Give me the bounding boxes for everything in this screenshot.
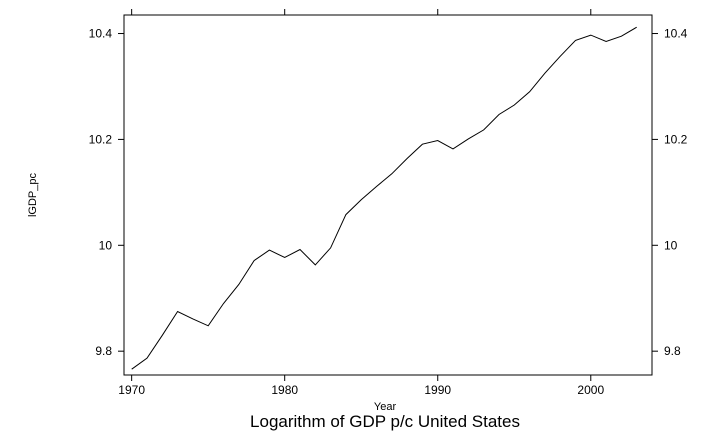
y-tick-label-right: 10 (664, 238, 678, 252)
y-tick-label-left: 10.2 (89, 132, 113, 146)
x-tick-label: 1990 (424, 383, 451, 397)
y-axis-label: lGDP_pc (27, 172, 39, 217)
y-tick-label-left: 9.8 (95, 344, 112, 358)
tick-marks (118, 9, 658, 381)
y-tick-label-left: 10 (99, 238, 113, 252)
tick-labels: 1970 1980 1990 2000 9.8 9.8 10 10 10.2 10.2 10.4 10… (89, 27, 688, 397)
y-tick-label-right: 10.2 (664, 132, 688, 146)
x-axis-label: Year (374, 401, 397, 413)
plot-frame (123, 14, 653, 376)
x-tick-label: 1980 (271, 383, 298, 397)
y-tick-label-right: 10.4 (664, 27, 688, 41)
x-tick-label: 1970 (118, 383, 145, 397)
y-tick-label-right: 9.8 (664, 344, 681, 358)
series-line (131, 26, 637, 370)
x-tick-label: 2000 (577, 383, 604, 397)
chart-title: Logarithm of GDP p/c United States (250, 412, 520, 431)
y-tick-label-left: 10.4 (89, 27, 113, 41)
